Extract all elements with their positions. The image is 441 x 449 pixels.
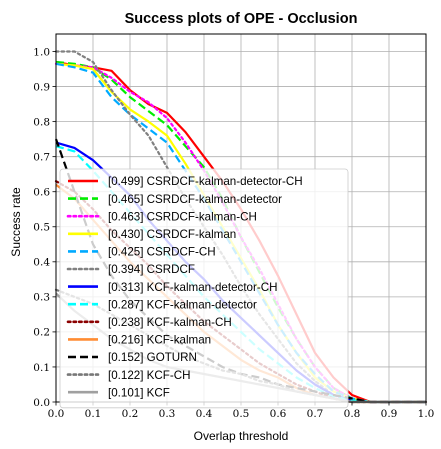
legend-entry-label: [0.430] CSRDCF-kalman — [108, 228, 236, 241]
x-tick-label: 0.6 — [270, 408, 287, 420]
y-tick-label: 0.5 — [33, 222, 50, 234]
x-tick-label: 0.4 — [196, 408, 213, 420]
y-axis-label: Success rate — [9, 187, 23, 257]
legend-box — [59, 168, 349, 409]
y-tick-label: 1.0 — [33, 46, 50, 58]
legend-entry-label: [0.394] CSRDCF — [108, 263, 195, 276]
y-tick-label: 0.7 — [33, 151, 50, 163]
chart-title: Success plots of OPE - Occlusion — [125, 11, 358, 27]
legend-entry-label: [0.287] KCF-kalman-detector — [108, 298, 257, 311]
legend-entry-label: [0.463] CSRDCF-kalman-CH — [108, 210, 257, 223]
legend-entry-label: [0.216] KCF-kalman — [108, 334, 211, 347]
x-tick-label: 0.7 — [307, 408, 324, 420]
y-tick-label: 0.8 — [33, 116, 50, 128]
x-tick-label: 0.9 — [381, 408, 398, 420]
y-tick-label: 0.9 — [33, 81, 50, 93]
y-tick-label: 0.3 — [33, 292, 50, 304]
x-tick-label: 1.0 — [418, 408, 435, 420]
legend: [0.499] CSRDCF-kalman-detector-CH [0.465]… — [59, 168, 349, 409]
legend-entry-label: [0.465] CSRDCF-kalman-detector — [108, 193, 282, 206]
legend-entry-label: [0.499] CSRDCF-kalman-detector-CH — [108, 175, 303, 188]
y-tick-label: 0.6 — [33, 187, 50, 199]
legend-entry-label: [0.313] KCF-kalman-detector-CH — [108, 281, 277, 294]
y-tick-label: 0.0 — [33, 397, 50, 409]
y-tick-label: 0.4 — [33, 257, 50, 269]
legend-entry-label: [0.101] KCF — [108, 386, 170, 399]
x-tick-label: 0.0 — [48, 408, 65, 420]
axis-ticks: 0.0 0.1 0.2 0.3 0.4 0.5 0.6 0.7 0.8 0.9 1.0 0.0 0.1 0… — [33, 46, 434, 420]
x-tick-label: 0.1 — [85, 408, 102, 420]
x-tick-label: 0.3 — [159, 408, 176, 420]
y-tick-label: 0.1 — [33, 362, 50, 374]
y-tick-label: 0.2 — [33, 327, 50, 339]
legend-entry-label: [0.425] CSRDCF-CH — [108, 246, 216, 259]
legend-entry-label: [0.152] GOTURN — [108, 351, 197, 364]
x-tick-label: 0.2 — [122, 408, 139, 420]
x-tick-label: 0.5 — [233, 408, 250, 420]
x-tick-label: 0.8 — [344, 408, 361, 420]
legend-entry-label: [0.122] KCF-CH — [108, 369, 190, 382]
legend-entry-label: [0.238] KCF-kalman-CH — [108, 316, 232, 329]
x-axis-label: Overlap threshold — [194, 429, 289, 443]
